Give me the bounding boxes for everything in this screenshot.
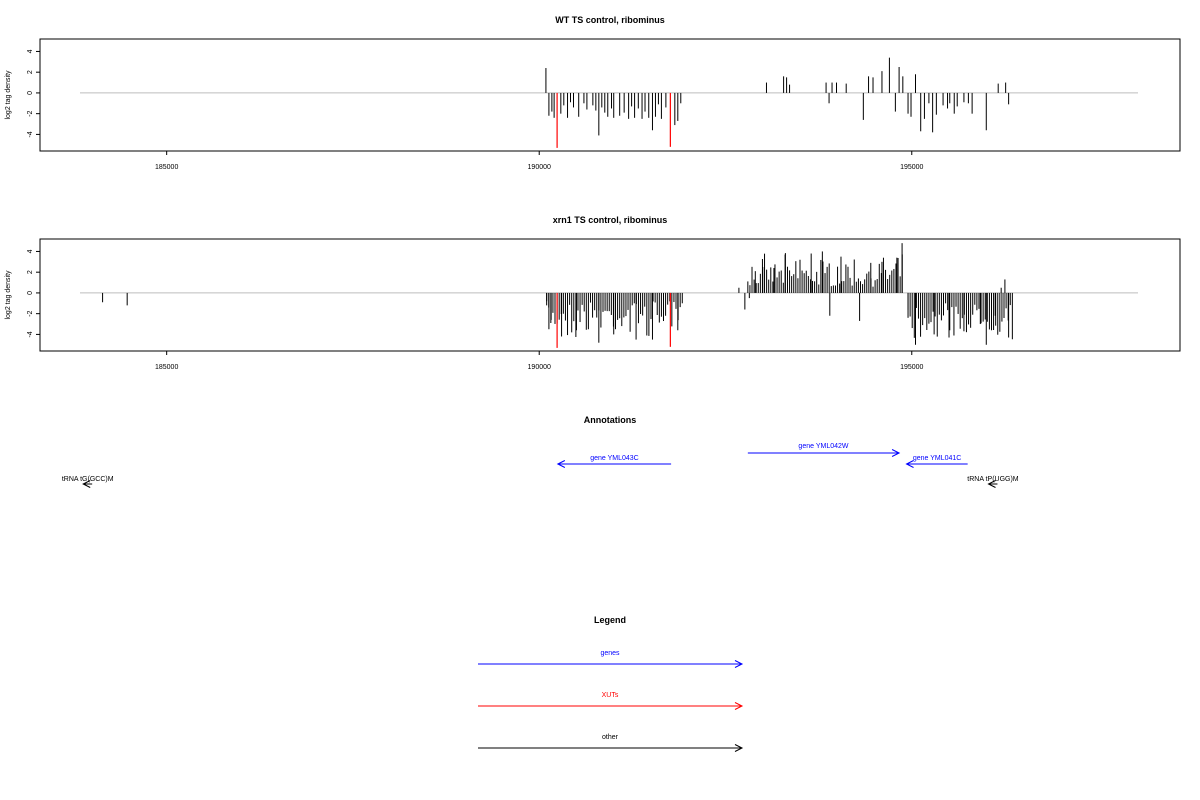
legend-label: genes — [600, 650, 620, 657]
annotation-features: gene YML043C gene YML042W gene YML041C tRNA… — [62, 443, 1019, 488]
wt-panel-title: WT TS control, ribominus — [555, 15, 665, 25]
legend-arrow — [478, 660, 744, 668]
annotation-label: gene YML041C — [913, 455, 962, 462]
legend-items: genes XUTs other — [478, 650, 744, 752]
annotation-arrow — [987, 480, 998, 488]
y-tick-label: 2 — [27, 70, 34, 74]
xrn1-panel: xrn1 TS control, ribominus log2 tag dens… — [5, 215, 1181, 371]
y-tick-label: 4 — [27, 49, 34, 53]
legend-title: Legend — [594, 615, 626, 625]
wt-bars — [80, 57, 1138, 148]
xrn1-y-tick-labels: -4 -2 0 2 4 — [27, 249, 40, 338]
annotation-arrow — [556, 460, 672, 468]
wt-panel: WT TS control, ribominus log2 tag densit… — [5, 15, 1181, 171]
annotation-label: tRNA tG(GCC)M — [62, 476, 114, 483]
legend-label: other — [602, 734, 619, 741]
xrn1-x-tick-labels: 185000 190000 195000 — [155, 351, 924, 371]
y-tick-label: 2 — [27, 270, 34, 274]
annotation-label: tRNA tP(UGG)M — [967, 476, 1019, 483]
x-tick-label: 190000 — [528, 364, 551, 371]
xrn1-plot-frame — [39, 238, 1181, 352]
x-tick-label: 195000 — [900, 164, 923, 171]
legend-arrow — [478, 744, 744, 752]
annotation-arrow — [82, 480, 93, 488]
x-tick-label: 195000 — [900, 364, 923, 371]
wt-y-axis-label: log2 tag density — [5, 70, 12, 120]
y-tick-label: -4 — [27, 131, 34, 137]
annotation-label: gene YML043C — [590, 455, 639, 462]
y-tick-label: -4 — [27, 331, 34, 337]
x-tick-label: 190000 — [528, 164, 551, 171]
annotation-label: gene YML042W — [798, 443, 848, 450]
y-tick-label: 0 — [27, 91, 34, 95]
y-tick-label: 4 — [27, 249, 34, 253]
legend-label: XUTs — [602, 692, 619, 699]
legend-arrow — [478, 702, 744, 710]
x-tick-label: 185000 — [155, 364, 178, 371]
y-tick-label: -2 — [27, 310, 34, 316]
annotation-arrow — [747, 449, 901, 457]
xrn1-panel-title: xrn1 TS control, ribominus — [553, 215, 668, 225]
wt-x-tick-labels: 185000 190000 195000 — [155, 151, 924, 171]
wt-y-tick-labels: -4 -2 0 2 4 — [27, 49, 40, 138]
annotation-arrow — [905, 460, 968, 468]
annotations-title: Annotations — [584, 415, 637, 425]
y-tick-label: -2 — [27, 110, 34, 116]
x-tick-label: 185000 — [155, 164, 178, 171]
legend: Legend genes XUTs other — [478, 615, 744, 752]
xrn1-bars — [80, 243, 1138, 348]
wt-plot-frame — [39, 38, 1181, 152]
xrn1-y-axis-label: log2 tag density — [5, 270, 12, 320]
y-tick-label: 0 — [27, 291, 34, 295]
